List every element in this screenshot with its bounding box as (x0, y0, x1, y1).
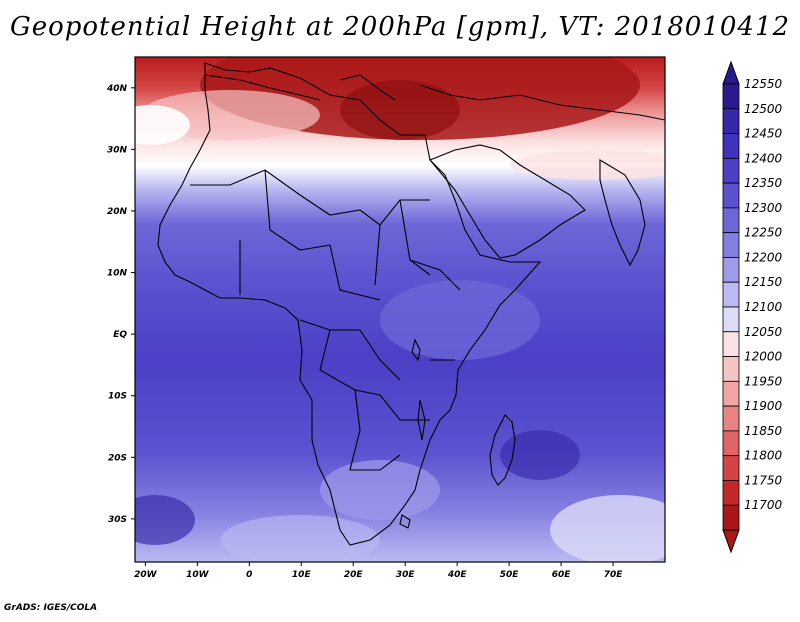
map-frame (134, 56, 666, 563)
colorbar-label: 12550 (744, 77, 783, 91)
colorbar-label: 11950 (744, 374, 783, 388)
lon-tick-label: 30E (396, 570, 416, 580)
colorbar-swatch (722, 455, 740, 481)
colorbar: 12550 12500 12450 12400 12350 12300 12250 12200… (722, 60, 783, 554)
colorbar-swatch (722, 331, 740, 357)
colorbar-label: 11850 (744, 424, 783, 438)
lon-tick-label: 10E (292, 570, 312, 580)
colorbar-label: 12200 (744, 250, 783, 264)
colorbar-swatch (722, 430, 740, 457)
colorbar-swatch (722, 356, 740, 382)
lon-tick-label: 60E (552, 570, 572, 580)
lat-tick-label: 20N (107, 207, 128, 217)
colorbar-label: 12250 (744, 226, 783, 240)
colorbar-swatch (722, 232, 740, 258)
colorbar-label: 12350 (744, 176, 783, 190)
colorbar-label: 12500 (744, 102, 783, 116)
colorbar-label: 11900 (744, 399, 783, 413)
colorbar-label: 11800 (744, 449, 783, 463)
colorbar-top-arrow (722, 60, 740, 85)
lon-tick-label: 50E (500, 570, 520, 580)
colorbar-label: 12400 (744, 151, 783, 165)
colorbar-swatch (722, 480, 740, 506)
colorbar-swatch (722, 281, 740, 308)
lon-tick-label: 10W (186, 570, 210, 580)
lon-tick-label: 70E (604, 570, 624, 580)
footer-credit: GrADS: IGES/COLA (4, 603, 98, 613)
coastlines (157, 62, 665, 546)
colorbar-swatch (722, 504, 740, 531)
colorbar-swatch (722, 306, 740, 333)
lon-tick-label: 40E (447, 570, 468, 580)
colorbar-label: 11750 (744, 473, 783, 487)
colorbar-swatch (722, 257, 740, 283)
colorbar-label: 12000 (744, 350, 783, 364)
chart-title: Geopotential Height at 200hPa [gpm], VT:… (9, 12, 791, 42)
lat-tick-label: 20S (108, 453, 127, 463)
colorbar-label: 12150 (744, 275, 783, 289)
colorbar-label: 12450 (744, 127, 783, 141)
lon-tick-label: 0 (246, 570, 252, 580)
lat-tick-label: 10N (107, 269, 128, 279)
lat-tick-label: EQ (113, 330, 127, 340)
lon-tick-label: 20E (344, 570, 364, 580)
lat-tick-label: 40N (106, 84, 128, 94)
colorbar-swatch (722, 133, 740, 159)
lon-tick-label: 20W (134, 570, 158, 580)
lat-tick-label: 10S (108, 392, 127, 402)
colorbar-label: 12100 (744, 300, 783, 314)
height-field (135, 57, 665, 562)
colorbar-swatch (722, 108, 740, 134)
colorbar-label: 12300 (744, 201, 783, 215)
lat-tick-label: 30S (108, 515, 127, 525)
colorbar-bottom-arrow (722, 529, 740, 554)
colorbar-swatch (722, 83, 740, 110)
lon-axis: 20W 10W 0 10E 20E 30E 40E 50E 60E 70E (134, 562, 623, 580)
lat-tick-label: 30N (107, 145, 128, 155)
lat-axis: 40N 30N 20N 10N EQ 10S 20S 30S (106, 84, 135, 525)
colorbar-swatch (722, 405, 740, 432)
colorbar-swatch (722, 207, 740, 234)
colorbar-label: 12050 (744, 325, 783, 339)
colorbar-swatch (722, 182, 740, 209)
colorbar-label: 11700 (744, 498, 783, 512)
colorbar-swatch (722, 157, 740, 184)
colorbar-swatch (722, 380, 740, 407)
